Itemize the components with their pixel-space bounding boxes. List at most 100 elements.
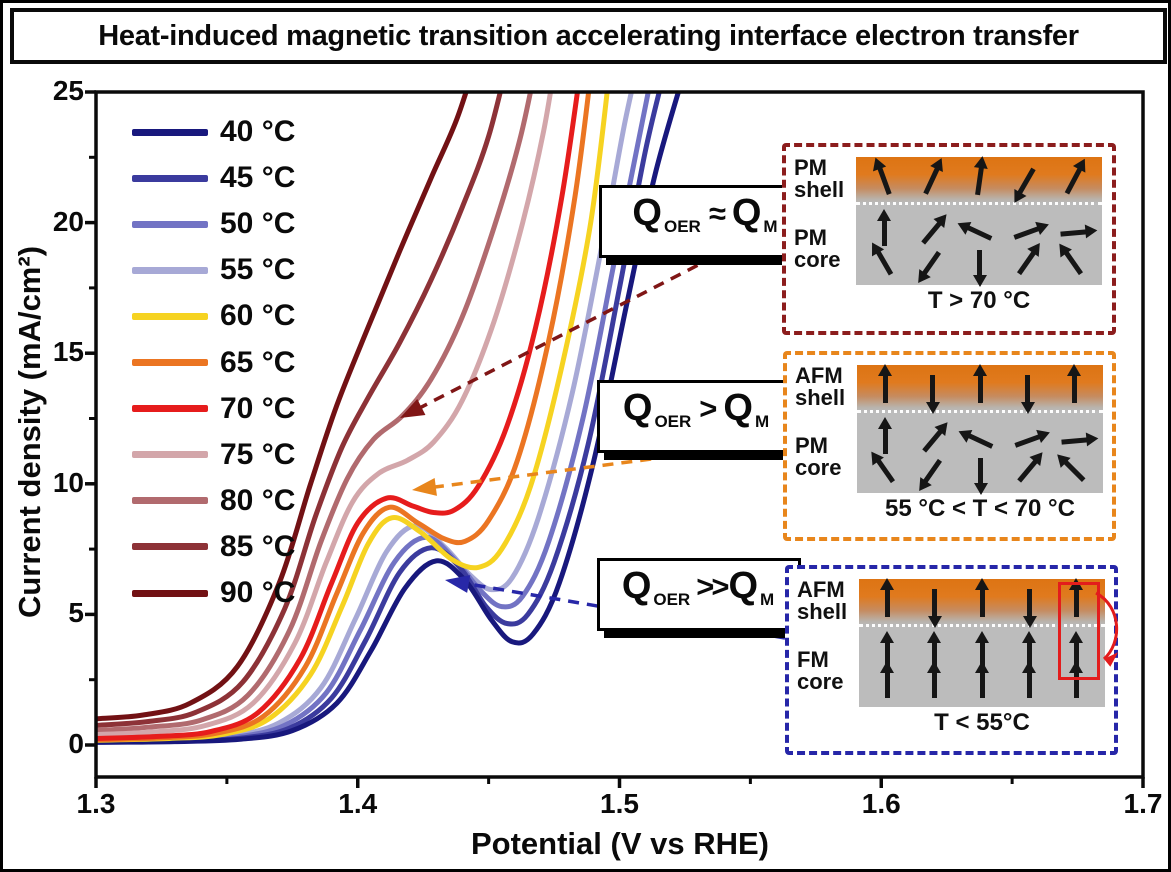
legend-line-sample xyxy=(132,543,208,551)
legend-label: 45 °C xyxy=(220,161,296,195)
legend-item-45C: 45 °C xyxy=(132,158,295,198)
legend-label: 80 °C xyxy=(220,483,296,517)
legend-item-70C: 70 °C xyxy=(132,389,295,429)
legend-item-90C: 90 °C xyxy=(132,573,295,613)
q-subscript-oer: OER xyxy=(654,412,692,431)
figure-title-box: Heat-induced magnetic transition acceler… xyxy=(10,8,1167,64)
spin-arrow xyxy=(1067,364,1082,403)
x-tick-label-1.7: 1.7 xyxy=(1123,788,1163,819)
legend-line-sample xyxy=(132,312,208,320)
q-subscript-m: M xyxy=(760,590,775,609)
legend-line-sample xyxy=(132,589,208,597)
shell-core-interface-dotted-line xyxy=(857,410,1103,413)
core-label-line2: core xyxy=(795,455,842,481)
curve-80C xyxy=(96,92,534,734)
y-tick-label-5: 5 xyxy=(68,597,84,629)
annotation-arrowhead-2 xyxy=(445,575,471,593)
inset-caption: T < 55°C xyxy=(934,709,1030,736)
spin-arrow xyxy=(974,631,989,668)
core-layer-label: FM core xyxy=(797,647,859,694)
y-axis-label: Current density (mA/cm²) xyxy=(12,245,47,619)
legend-label: 85 °C xyxy=(220,529,296,563)
shell-label-line1: PM xyxy=(794,155,827,180)
x-tick-label-1.3: 1.3 xyxy=(76,788,116,819)
legend-line-sample xyxy=(132,220,208,228)
magnetic-diagram-panel xyxy=(856,157,1102,285)
q-symbol: Q xyxy=(723,387,753,429)
spin-arrow xyxy=(877,417,892,454)
spin-arrow xyxy=(927,631,942,668)
inset-afm-shell-pm-core: AFM shell PM core 55 °C < T < 70 °C xyxy=(783,351,1116,541)
annotation-arrowhead-0 xyxy=(400,399,426,418)
spin-arrow xyxy=(1021,631,1036,668)
spin-arrow xyxy=(877,364,892,403)
spin-arrow xyxy=(879,631,894,668)
curve-90C xyxy=(96,92,469,722)
legend-label: 90 °C xyxy=(220,576,296,609)
spin-flip-highlight-box xyxy=(1058,582,1100,680)
curves-group xyxy=(96,92,681,745)
spin-arrow xyxy=(977,458,983,484)
legend-item-80C: 80 °C xyxy=(132,481,295,521)
annotation-qoer-gt-qm: Q OER > Q M xyxy=(597,380,797,453)
annotation-qoer-approx-qm: Q OER ≈ Q M xyxy=(599,185,813,258)
legend-line-sample xyxy=(132,451,208,459)
shell-core-interface-dotted-line xyxy=(856,202,1102,205)
legend-line-sample xyxy=(132,497,208,505)
x-tick-label-1.5: 1.5 xyxy=(600,788,639,819)
legend-label: 70 °C xyxy=(220,391,296,425)
legend-line-sample xyxy=(132,128,208,136)
legend-label: 40 °C xyxy=(220,115,296,148)
q-symbol: Q xyxy=(622,387,653,429)
x-tick-label-1.4: 1.4 xyxy=(338,788,378,819)
spin-arrow xyxy=(927,661,942,698)
annotation-arrowhead-1 xyxy=(412,477,437,496)
spin-arrow xyxy=(976,250,982,276)
legend-item-85C: 85 °C xyxy=(132,527,295,567)
spin-arrow xyxy=(1069,631,1084,668)
legend-line-sample xyxy=(132,174,208,182)
legend-item-65C: 65 °C xyxy=(132,343,295,383)
spin-arrow xyxy=(974,661,989,698)
x-axis-label: Potential (V vs RHE) xyxy=(471,826,769,861)
q-symbol: Q xyxy=(621,565,652,607)
q-subscript-m: M xyxy=(754,412,770,431)
curve-40C xyxy=(96,92,681,745)
magnetic-diagram-panel xyxy=(857,364,1103,493)
legend-label: 65 °C xyxy=(220,345,296,379)
spin-arrow xyxy=(879,578,894,617)
legend-line-sample xyxy=(132,405,208,413)
shell-label-line2: shell xyxy=(797,599,848,625)
operator-approx: ≈ xyxy=(708,196,726,231)
q-subscript-m: M xyxy=(763,217,778,236)
shell-layer-label: PM shell xyxy=(794,155,856,202)
core-label-line1: PM xyxy=(794,225,827,250)
inset-afm-shell-fm-core: AFM shell FM core T < 55°C xyxy=(785,565,1119,755)
core-layer-label: PM core xyxy=(795,433,857,481)
shell-label-line1: AFM xyxy=(797,577,845,602)
spin-arrow xyxy=(1021,661,1036,698)
core-layer-label: PM core xyxy=(794,225,856,272)
curve-60C xyxy=(96,92,610,743)
magnetic-diagram-panel xyxy=(859,578,1119,707)
legend-label: 60 °C xyxy=(220,299,296,333)
spin-arrow xyxy=(1026,589,1032,617)
operator-gt: > xyxy=(699,391,718,426)
core-label-line1: PM xyxy=(795,433,828,458)
spin-arrow xyxy=(932,589,938,617)
y-tick-label-10: 10 xyxy=(52,466,84,498)
curve-85C xyxy=(96,92,503,728)
y-tick-label-0: 0 xyxy=(68,728,84,759)
annotation-arrow-line-0 xyxy=(415,220,783,412)
annotation-qoer-ggt-qm: Q OER >> Q M xyxy=(597,558,801,631)
spin-arrow xyxy=(974,578,989,617)
spin-arrow xyxy=(879,661,894,698)
shell-core-interface-dotted-line xyxy=(859,624,1105,627)
shell-layer-label: AFM shell xyxy=(795,364,857,410)
y-tick-label-25: 25 xyxy=(52,75,84,106)
spin-arrow xyxy=(1069,661,1084,698)
x-tick-label-1.6: 1.6 xyxy=(861,788,901,819)
core-label-line1: FM xyxy=(797,647,829,672)
spin-arrow xyxy=(930,375,936,403)
